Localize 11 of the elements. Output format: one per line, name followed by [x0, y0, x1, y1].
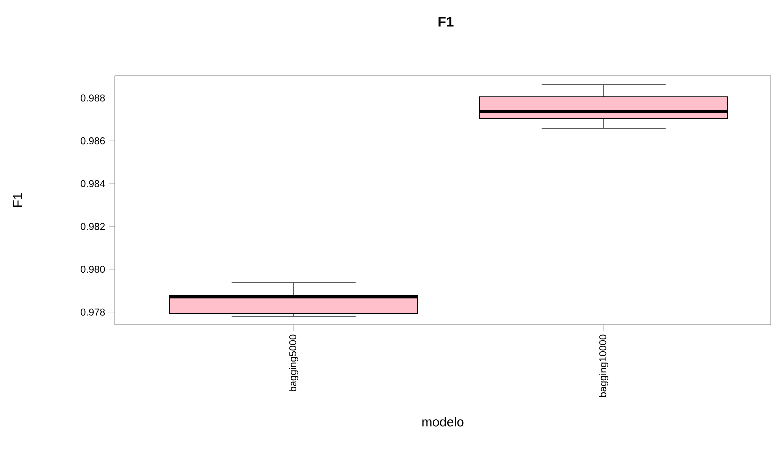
- y-axis-title: F1: [13, 194, 22, 207]
- x-tick-label: bagging5000: [289, 334, 299, 392]
- y-tick-label: 0.982: [80, 223, 105, 230]
- y-tick-label: 0.986: [80, 138, 106, 145]
- x-tick-label: bagging10000: [599, 334, 609, 398]
- y-tick-label: 0.978: [80, 308, 106, 316]
- chart-title: F1: [438, 17, 454, 27]
- y-tick-label: 0.988: [80, 94, 106, 102]
- y-tick-label: 0.984: [80, 180, 106, 188]
- y-tick-label: 0.980: [80, 266, 106, 274]
- x-axis-title: modelo: [422, 417, 464, 427]
